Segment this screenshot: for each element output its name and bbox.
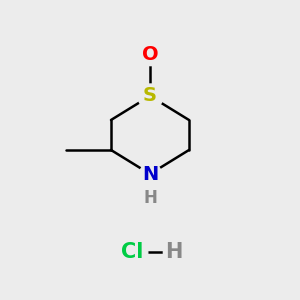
Text: N: N (142, 164, 158, 184)
Text: H: H (143, 189, 157, 207)
Text: S: S (143, 86, 157, 106)
Text: Cl: Cl (121, 242, 143, 262)
Text: H: H (165, 242, 183, 262)
Text: O: O (142, 44, 158, 64)
